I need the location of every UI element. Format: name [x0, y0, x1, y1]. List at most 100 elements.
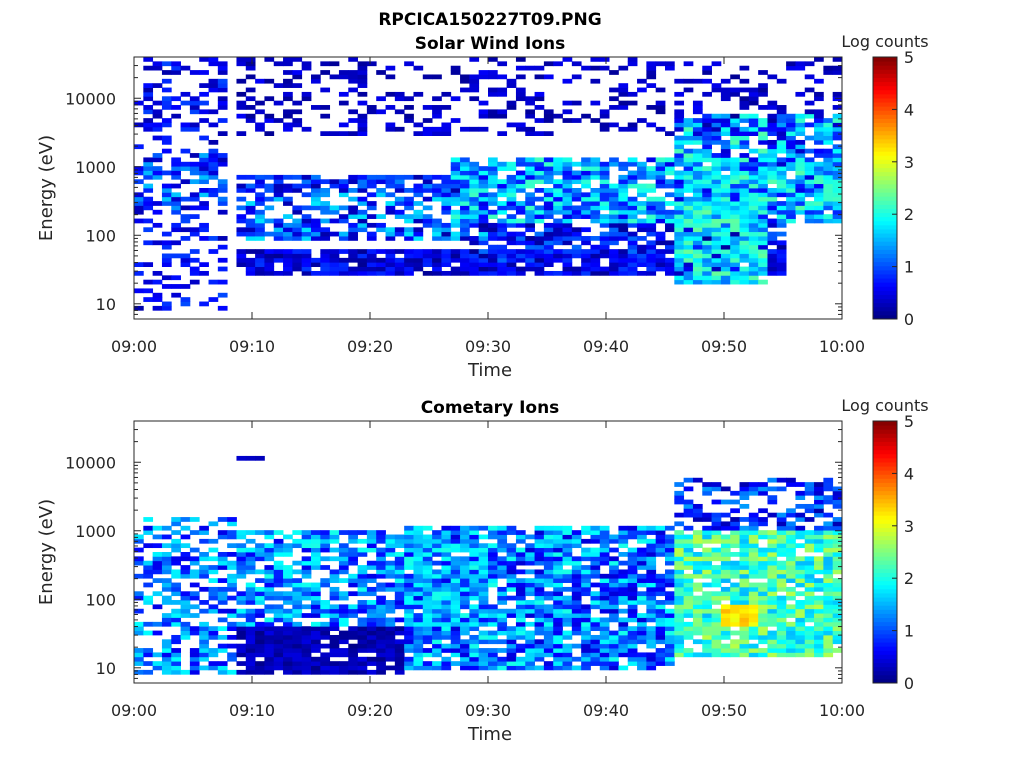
heatmap-cell — [264, 595, 275, 601]
heatmap-cell — [311, 669, 321, 675]
heatmap-cell — [599, 591, 610, 597]
heatmap-cell — [674, 78, 685, 84]
heatmap-cell — [506, 608, 517, 614]
heatmap-cell — [432, 105, 442, 110]
heatmap-cell — [562, 661, 573, 666]
heatmap-cell — [553, 61, 563, 67]
heatmap-cell — [692, 244, 703, 250]
heatmap-cell — [441, 547, 452, 553]
heatmap-cell — [795, 65, 806, 71]
heatmap-cell — [814, 626, 824, 631]
heatmap-cell — [338, 257, 349, 263]
heatmap-cell — [665, 157, 675, 163]
heatmap-cell — [637, 639, 647, 645]
heatmap-cell — [581, 578, 591, 583]
heatmap-cell — [441, 270, 452, 276]
heatmap-cell — [385, 183, 396, 189]
heatmap-cell — [460, 569, 470, 575]
heatmap-cell — [450, 214, 461, 219]
heatmap-cell — [646, 591, 657, 597]
heatmap-cell — [599, 582, 610, 588]
heatmap-cell — [581, 604, 591, 610]
heatmap-cell — [804, 569, 815, 575]
heatmap-cell — [171, 560, 181, 566]
heatmap-cell — [767, 74, 778, 80]
heatmap-cell — [534, 652, 545, 658]
heatmap-cell — [692, 595, 703, 601]
heatmap-cell — [609, 556, 619, 562]
heatmap-cell — [515, 586, 526, 592]
heatmap-cell — [720, 617, 731, 623]
heatmap-cell — [581, 257, 591, 263]
heatmap-cell — [292, 205, 303, 211]
heatmap-cell — [348, 547, 358, 553]
colorbar-segment — [873, 498, 897, 504]
heatmap-cell — [665, 617, 675, 623]
heatmap-cell — [404, 626, 414, 631]
heatmap-cell — [823, 482, 834, 487]
heatmap-cell — [543, 560, 554, 566]
heatmap-cell — [646, 656, 657, 662]
heatmap-cell — [366, 613, 377, 618]
heatmap-cell — [478, 126, 489, 132]
heatmap-cell — [264, 626, 275, 631]
heatmap-cell — [543, 209, 554, 215]
heatmap-cell — [450, 560, 461, 566]
heatmap-cell — [758, 560, 768, 566]
heatmap-cell — [394, 201, 405, 206]
heatmap-cell — [283, 262, 293, 267]
heatmap-cell — [804, 188, 815, 193]
heatmap-cell — [571, 578, 582, 583]
colorbar-segment — [873, 580, 897, 586]
heatmap-cell — [730, 573, 740, 579]
heatmap-cell — [236, 91, 247, 97]
heatmap-cell — [748, 192, 759, 198]
heatmap-cell — [525, 183, 535, 189]
heatmap-cell — [189, 105, 200, 110]
heatmap-cell — [413, 639, 424, 645]
heatmap-cell — [338, 231, 349, 237]
heatmap-cell — [283, 652, 293, 658]
heatmap-cell — [143, 161, 154, 167]
heatmap-cell — [385, 547, 396, 553]
heatmap-cell — [338, 183, 349, 189]
heatmap-cell — [236, 648, 247, 653]
heatmap-cell — [478, 565, 489, 570]
colorbar-segment — [873, 298, 897, 304]
heatmap-cell — [581, 157, 591, 163]
heatmap-cell — [609, 600, 619, 605]
heatmap-cell — [581, 166, 591, 171]
heatmap-cell — [637, 166, 647, 171]
heatmap-cell — [590, 270, 601, 276]
heatmap-cell — [357, 61, 368, 67]
heatmap-cell — [171, 201, 181, 206]
heatmap-cell — [338, 131, 349, 136]
heatmap-cell — [488, 661, 498, 666]
heatmap-cell — [814, 218, 824, 224]
heatmap-cell — [720, 222, 731, 228]
heatmap-cell — [618, 201, 629, 206]
heatmap-cell — [739, 153, 750, 158]
heatmap-cell — [646, 600, 657, 605]
heatmap-cell — [599, 595, 610, 601]
colorbar-segment — [873, 662, 897, 668]
heatmap-cell — [581, 652, 591, 658]
heatmap-cell — [497, 218, 508, 224]
heatmap-cell — [134, 192, 144, 198]
heatmap-cell — [273, 617, 284, 623]
colorbar-segment — [873, 470, 897, 475]
heatmap-cell — [478, 218, 489, 224]
heatmap-cell — [283, 249, 293, 254]
heatmap-cell — [199, 170, 209, 176]
heatmap-cell — [823, 179, 834, 185]
heatmap-cell — [692, 621, 703, 627]
heatmap-cell — [702, 91, 712, 97]
heatmap-cell — [441, 236, 452, 241]
heatmap-cell — [720, 205, 731, 211]
heatmap-cell — [189, 196, 200, 202]
heatmap-cell — [804, 157, 815, 163]
heatmap-cell — [534, 196, 545, 202]
heatmap-cell — [283, 270, 293, 276]
heatmap-cell — [525, 161, 535, 167]
heatmap-cell — [469, 547, 480, 553]
